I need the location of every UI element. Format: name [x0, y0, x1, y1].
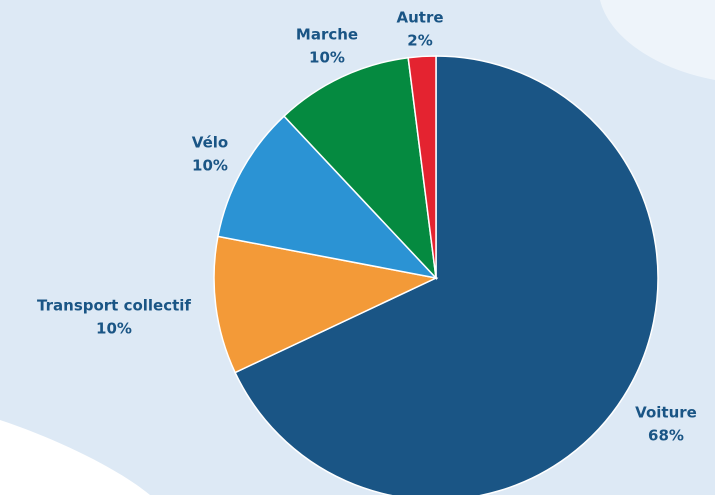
slice-label: Autre — [396, 9, 443, 27]
decor-shape — [0, 420, 150, 495]
slice-label: Vélo — [192, 134, 228, 152]
pie-slice — [213, 235, 439, 374]
slice-value-label: 68% — [648, 427, 684, 445]
pie-slice — [407, 55, 437, 279]
slice-value-label: 10% — [309, 49, 345, 67]
slice-value-label: 2% — [407, 32, 432, 50]
slice-label: Voiture — [635, 404, 697, 422]
slice-label: Transport collectif — [37, 297, 191, 315]
decor-shape — [600, 0, 715, 80]
slice-label: Marche — [296, 26, 358, 44]
pie-slice — [234, 55, 659, 495]
slice-value-label: 10% — [96, 320, 132, 338]
pie-slice — [282, 56, 438, 281]
pie-slice — [217, 115, 439, 280]
slice-value-label: 10% — [192, 157, 228, 175]
